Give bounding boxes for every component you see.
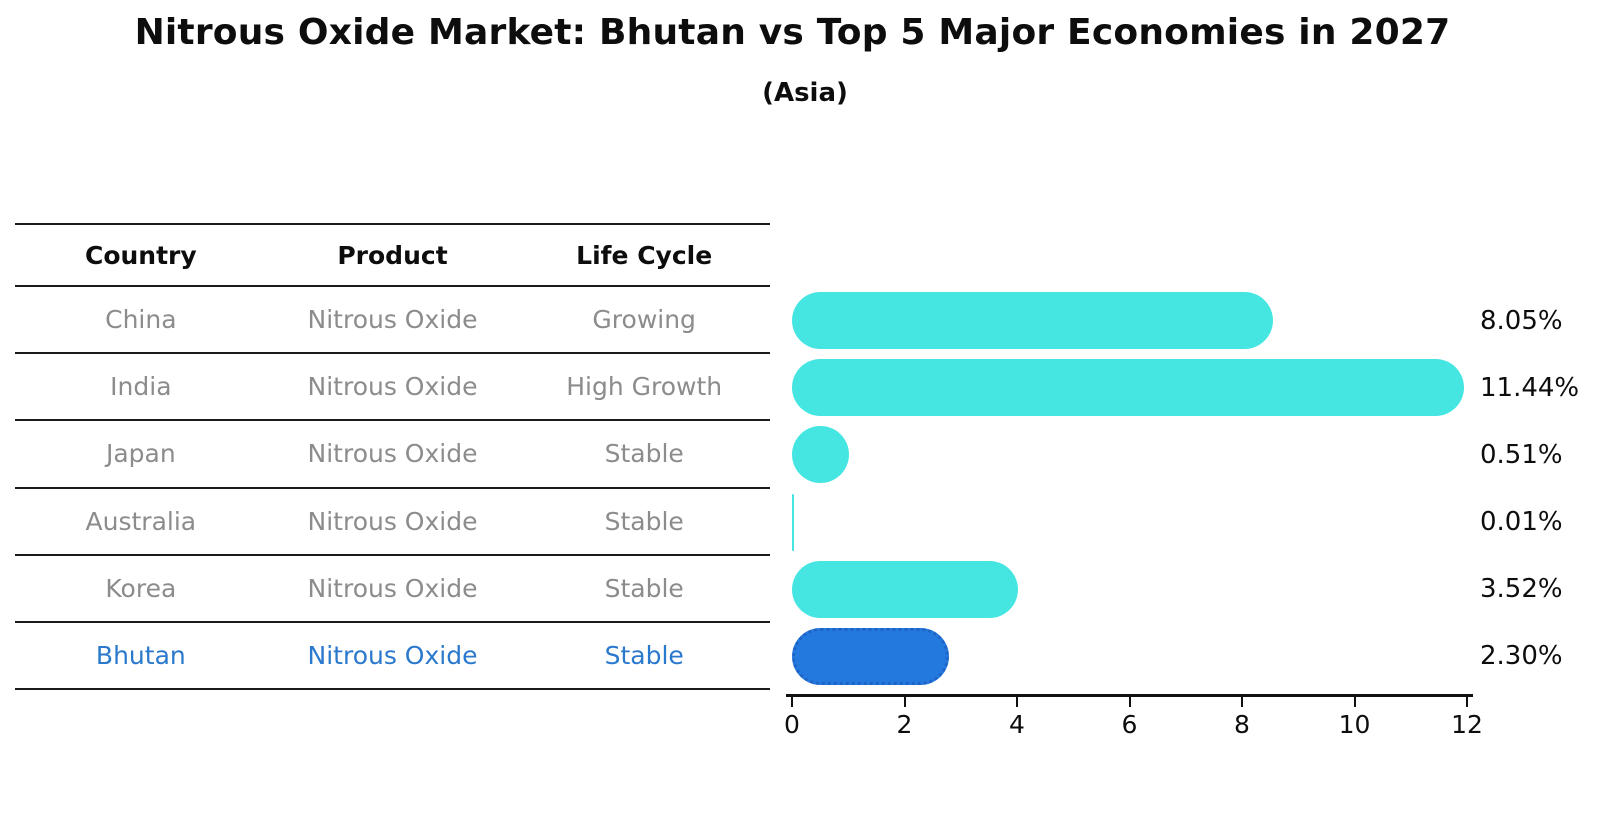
bar-value-label: 0.01% bbox=[1480, 507, 1563, 538]
cell-country: India bbox=[110, 372, 172, 402]
cell-country: Korea bbox=[105, 573, 177, 603]
cell-life-cycle: Stable bbox=[604, 573, 684, 603]
cell-country: Bhutan bbox=[95, 641, 186, 671]
bar bbox=[792, 292, 1273, 350]
page-subtitle: (Asia) bbox=[762, 78, 848, 108]
x-tick-mark bbox=[903, 697, 906, 707]
table-header-row: Country Product Life Cycle bbox=[15, 223, 770, 287]
bar-row bbox=[792, 556, 1467, 623]
x-tick-label: 0 bbox=[784, 710, 800, 739]
bar bbox=[792, 627, 950, 685]
bar-value-label: 2.30% bbox=[1480, 641, 1563, 672]
x-tick-mark bbox=[791, 697, 793, 707]
cell-life-cycle: High Growth bbox=[566, 372, 723, 402]
bar-value-label: 0.51% bbox=[1480, 439, 1563, 470]
cell-product: Nitrous Oxide bbox=[307, 506, 478, 536]
x-tick-mark bbox=[1016, 697, 1018, 707]
bar bbox=[792, 359, 1464, 417]
table-row: Australia Nitrous Oxide Stable bbox=[15, 489, 770, 556]
x-tick-label: 8 bbox=[1234, 710, 1250, 739]
table-row: Korea Nitrous Oxide Stable bbox=[15, 556, 770, 623]
cell-country: Japan bbox=[105, 439, 176, 469]
cell-product: Nitrous Oxide bbox=[307, 439, 478, 469]
cell-country: China bbox=[105, 305, 177, 335]
bar-value-label: 3.52% bbox=[1480, 574, 1563, 605]
cell-country: Australia bbox=[85, 506, 197, 536]
bar bbox=[792, 560, 1018, 618]
bar-value-label: 8.05% bbox=[1480, 305, 1563, 336]
column-header-life-cycle: Life Cycle bbox=[576, 240, 713, 270]
cell-product: Nitrous Oxide bbox=[307, 372, 478, 402]
page-title: Nitrous Oxide Market: Bhutan vs Top 5 Ma… bbox=[134, 12, 1451, 53]
x-tick-label: 4 bbox=[1009, 710, 1025, 739]
table-row: Bhutan Nitrous Oxide Stable bbox=[15, 623, 770, 691]
bar-chart bbox=[792, 287, 1467, 690]
cell-product: Nitrous Oxide bbox=[307, 573, 478, 603]
cell-life-cycle: Stable bbox=[604, 439, 684, 469]
bar bbox=[792, 493, 794, 551]
cell-product: Nitrous Oxide bbox=[307, 641, 478, 671]
x-axis: 0 2 4 6 8 10 12 bbox=[784, 694, 1483, 743]
x-tick-mark bbox=[1128, 697, 1131, 707]
bar-row bbox=[792, 421, 1467, 488]
cell-life-cycle: Stable bbox=[604, 506, 684, 536]
market-table: Country Product Life Cycle China Nitrous… bbox=[15, 223, 770, 691]
x-tick-label: 10 bbox=[1338, 710, 1371, 739]
table-row: Japan Nitrous Oxide Stable bbox=[15, 421, 770, 489]
x-tick-mark bbox=[1353, 697, 1356, 707]
column-header-product: Product bbox=[337, 240, 448, 270]
x-tick-mark bbox=[1466, 697, 1468, 707]
cell-life-cycle: Growing bbox=[592, 305, 696, 335]
x-tick-label: 12 bbox=[1451, 710, 1483, 739]
bar-value-label: 11.44% bbox=[1480, 372, 1580, 403]
bar-value-labels: 8.05% 11.44% 0.51% 0.01% 3.52% 2.30% bbox=[1480, 287, 1604, 690]
bar-row bbox=[792, 489, 1467, 556]
cell-product: Nitrous Oxide bbox=[307, 305, 478, 335]
bar bbox=[792, 426, 849, 484]
bar-row bbox=[792, 623, 1467, 690]
x-tick-mark bbox=[1241, 697, 1243, 707]
x-tick-label: 6 bbox=[1121, 710, 1138, 739]
x-tick-label: 2 bbox=[896, 710, 913, 739]
column-header-country: Country bbox=[84, 240, 197, 270]
table-row: China Nitrous Oxide Growing bbox=[15, 287, 770, 355]
cell-life-cycle: Stable bbox=[604, 641, 684, 671]
table-row: India Nitrous Oxide High Growth bbox=[15, 354, 770, 422]
bar-row bbox=[792, 354, 1467, 421]
bar-row bbox=[792, 287, 1467, 354]
